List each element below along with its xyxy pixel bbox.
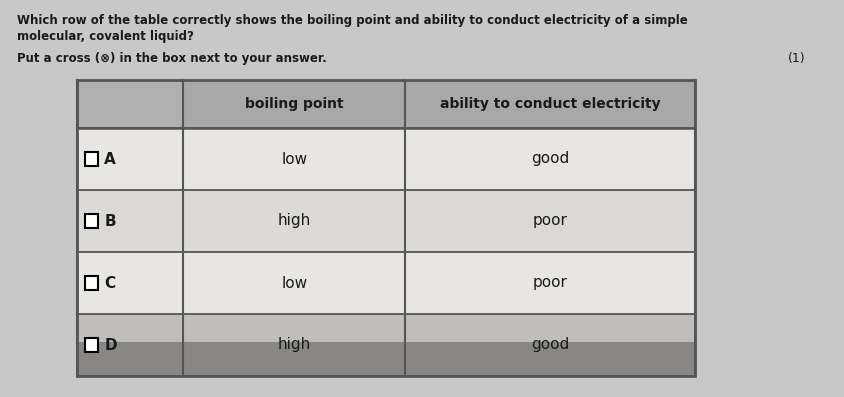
Bar — [183, 80, 694, 128]
Text: Put a cross (⊗) in the box next to your answer.: Put a cross (⊗) in the box next to your … — [18, 52, 327, 65]
Text: high: high — [278, 214, 311, 229]
Text: C: C — [104, 276, 115, 291]
Text: B: B — [104, 214, 116, 229]
Text: high: high — [278, 337, 311, 353]
Text: poor: poor — [532, 214, 566, 229]
Text: boiling point: boiling point — [245, 97, 344, 111]
Bar — [84, 276, 98, 290]
Bar — [77, 190, 694, 252]
Text: good: good — [530, 337, 568, 353]
Text: A: A — [104, 152, 116, 166]
Bar — [84, 152, 98, 166]
Text: low: low — [281, 276, 307, 291]
Text: molecular, covalent liquid?: molecular, covalent liquid? — [18, 30, 194, 43]
Bar — [77, 80, 694, 376]
Text: low: low — [281, 152, 307, 166]
Text: D: D — [104, 337, 116, 353]
Bar — [77, 128, 694, 190]
Bar — [77, 252, 694, 314]
Text: ability to conduct electricity: ability to conduct electricity — [439, 97, 659, 111]
Bar — [77, 314, 694, 376]
Bar — [84, 214, 98, 228]
Bar — [84, 338, 98, 352]
Bar — [77, 342, 694, 376]
Text: good: good — [530, 152, 568, 166]
Bar — [77, 80, 183, 128]
Text: (1): (1) — [787, 52, 804, 65]
Text: Which row of the table correctly shows the boiling point and ability to conduct : Which row of the table correctly shows t… — [18, 14, 687, 27]
Text: poor: poor — [532, 276, 566, 291]
